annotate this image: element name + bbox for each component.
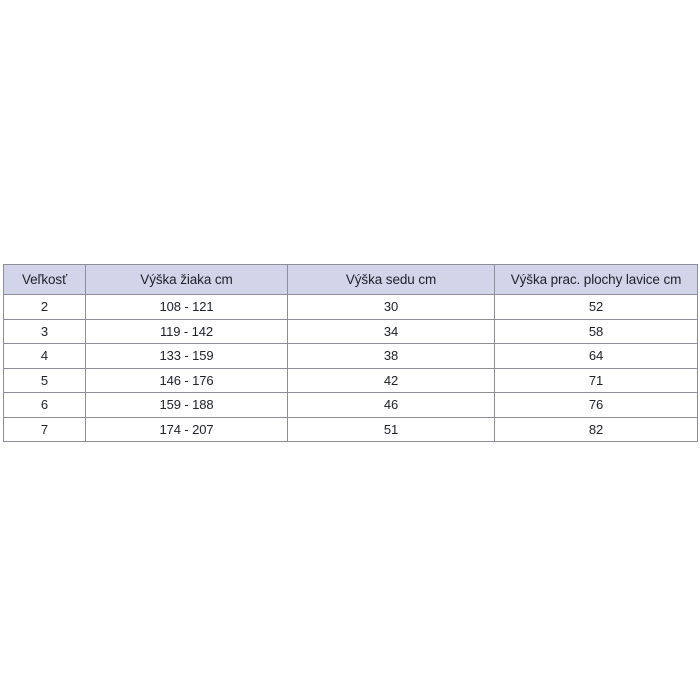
- cell-pupil-height: 108 - 121: [85, 294, 288, 320]
- cell-seat-height: 38: [287, 343, 495, 369]
- cell-desk-height: 71: [494, 367, 698, 393]
- cell-size: 5: [3, 367, 86, 393]
- table-row: 6 159 - 188 46 76: [3, 392, 698, 418]
- cell-seat-height: 30: [287, 294, 495, 320]
- cell-seat-height: 34: [287, 318, 495, 344]
- cell-seat-height: 51: [287, 416, 495, 442]
- table-row: 3 119 - 142 34 58: [3, 318, 698, 344]
- cell-pupil-height: 133 - 159: [85, 343, 288, 369]
- table-header: Veľkosť Výška žiaka cm Výška sedu cm Výš…: [3, 264, 698, 295]
- cell-desk-height: 76: [494, 392, 698, 418]
- school-furniture-size-table: Veľkosť Výška žiaka cm Výška sedu cm Výš…: [3, 264, 698, 442]
- cell-desk-height: 82: [494, 416, 698, 442]
- table-row: 7 174 - 207 51 82: [3, 416, 698, 442]
- table-row: 5 146 - 176 42 71: [3, 367, 698, 393]
- cell-size: 6: [3, 392, 86, 418]
- cell-pupil-height: 146 - 176: [85, 367, 288, 393]
- table-body: 2 108 - 121 30 52 3 119 - 142 34 58 4 13…: [3, 294, 698, 442]
- cell-size: 7: [3, 416, 86, 442]
- cell-size: 2: [3, 294, 86, 320]
- cell-pupil-height: 174 - 207: [85, 416, 288, 442]
- cell-size: 3: [3, 318, 86, 344]
- cell-pupil-height: 159 - 188: [85, 392, 288, 418]
- cell-seat-height: 42: [287, 367, 495, 393]
- cell-pupil-height: 119 - 142: [85, 318, 288, 344]
- table-row: 2 108 - 121 30 52: [3, 294, 698, 320]
- cell-desk-height: 58: [494, 318, 698, 344]
- cell-seat-height: 46: [287, 392, 495, 418]
- column-header-desk-height: Výška prac. plochy lavice cm: [494, 264, 698, 295]
- column-header-pupil-height: Výška žiaka cm: [85, 264, 288, 295]
- table-row: 4 133 - 159 38 64: [3, 343, 698, 369]
- size-table-container: Veľkosť Výška žiaka cm Výška sedu cm Výš…: [3, 264, 698, 442]
- column-header-size: Veľkosť: [3, 264, 86, 295]
- table-header-row: Veľkosť Výška žiaka cm Výška sedu cm Výš…: [3, 264, 698, 295]
- cell-desk-height: 64: [494, 343, 698, 369]
- column-header-seat-height: Výška sedu cm: [287, 264, 495, 295]
- cell-desk-height: 52: [494, 294, 698, 320]
- cell-size: 4: [3, 343, 86, 369]
